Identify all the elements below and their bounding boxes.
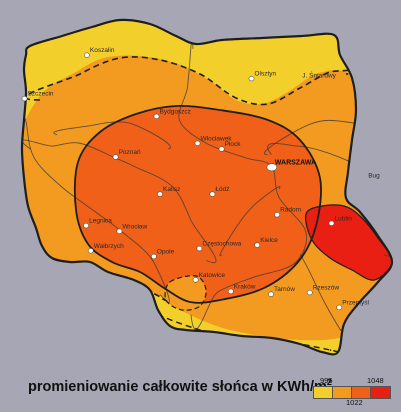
city-dot	[274, 212, 280, 218]
city-label: Płock	[225, 141, 242, 148]
city-label: Kalisz	[163, 186, 180, 193]
river	[22, 139, 217, 264]
city-dot	[194, 140, 201, 146]
city-label: WARSZAWA	[275, 159, 316, 166]
city-dot	[157, 191, 163, 197]
city-dot	[87, 248, 94, 254]
city-label: Bydgoszcz	[160, 108, 191, 115]
caption-text: promieniowanie całkowite słońca w KWh/m	[28, 379, 327, 395]
isoline-north	[24, 56, 367, 106]
city-label: J. Śniardwy	[302, 70, 336, 79]
city-dot	[83, 222, 89, 229]
legend-label-1022: 1022	[346, 398, 363, 407]
caption-superscript: 2	[326, 377, 332, 387]
city-label: Łódź	[215, 186, 229, 193]
city-dot	[192, 277, 199, 283]
city-label: Przemyśl	[342, 299, 369, 306]
city-dot	[116, 228, 123, 234]
city-dot	[84, 52, 90, 58]
city-label: Kielce	[260, 237, 278, 244]
river	[22, 87, 170, 304]
city-markers: Szczecin Koszalin Olsztyn J. Śniardwy Bydgos…	[21, 47, 380, 311]
city-label: Szczecin	[28, 91, 54, 98]
city-label: Częstochowa	[202, 241, 241, 248]
legend-swatch-low	[313, 386, 334, 399]
country-border	[20, 18, 394, 356]
city-dot	[254, 242, 261, 248]
city-label: Legnica	[89, 218, 112, 225]
city-label: Wrocław	[122, 223, 147, 230]
city-label: Kraków	[234, 283, 256, 290]
city-label: Tarnów	[274, 286, 295, 293]
zone-max-east	[305, 204, 392, 281]
city-dot	[151, 253, 157, 260]
city-label: Radom	[280, 207, 301, 214]
city-dot	[112, 154, 119, 160]
map-caption: promieniowanie całkowite słońca w KWh/m2	[28, 377, 332, 395]
city-dot	[268, 291, 274, 297]
isoline-east	[305, 204, 392, 281]
city-label: Lublin	[335, 215, 353, 222]
isoline-katowice	[164, 275, 207, 311]
city-dot	[218, 146, 225, 152]
city-label: Bug	[368, 172, 380, 179]
city-label: Opole	[157, 249, 175, 256]
isoline-central	[73, 104, 322, 304]
city-label: Olsztyn	[255, 71, 277, 78]
city-label: Włocławek	[201, 135, 233, 142]
city-label: Rzeszów	[313, 285, 340, 292]
city-label: Koszalin	[90, 47, 115, 54]
city-label: Wałbrzych	[94, 243, 124, 250]
city-label: Katowice	[199, 272, 226, 279]
zone-mid-katowice	[165, 275, 207, 311]
city-dot	[227, 288, 234, 295]
city-dot	[209, 191, 216, 197]
legend-swatch-max	[370, 386, 391, 399]
legend-label-996: 996	[320, 376, 333, 385]
city-dot	[306, 289, 313, 296]
city-dot	[336, 304, 343, 311]
river	[219, 186, 281, 257]
river	[178, 37, 307, 330]
city-label: Poznań	[119, 149, 141, 156]
zone-high	[74, 105, 322, 303]
city-dot	[328, 220, 335, 226]
city-dot	[196, 245, 203, 252]
city-dot	[153, 113, 160, 120]
legend: 996 1048 1022	[313, 376, 391, 408]
river	[300, 254, 342, 332]
city-dot	[266, 163, 278, 172]
legend-label-1048: 1048	[367, 376, 384, 385]
city-dot	[21, 95, 28, 102]
river	[53, 121, 171, 150]
city-dot	[248, 75, 255, 82]
